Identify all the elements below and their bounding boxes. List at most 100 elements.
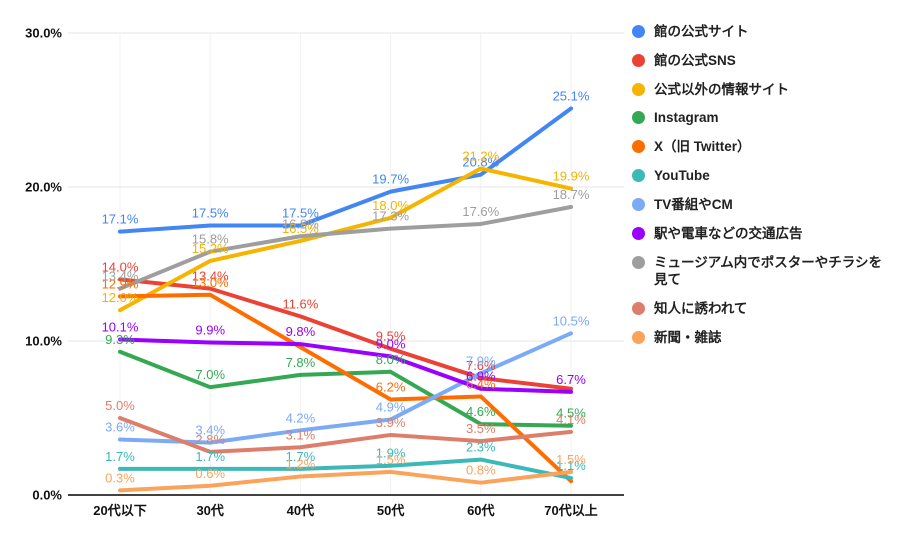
y-axis-tick-label: 20.0% xyxy=(25,180,62,195)
data-label: 16.8% xyxy=(282,216,319,231)
data-label: 1.5% xyxy=(376,452,406,467)
series-line-9 xyxy=(118,416,573,454)
data-label: 1.7% xyxy=(105,449,135,464)
legend-swatch-icon xyxy=(632,25,645,38)
data-label: 3.6% xyxy=(105,420,135,435)
series-line-0 xyxy=(118,106,573,234)
data-label: 12.9% xyxy=(102,276,139,291)
legend-swatch-icon xyxy=(632,111,645,125)
data-label: 11.6% xyxy=(282,296,318,311)
data-label: 6.9% xyxy=(466,369,496,384)
legend-swatch-icon xyxy=(632,197,645,211)
data-label: 17.3% xyxy=(372,209,409,224)
legend-label: Instagram xyxy=(654,110,719,126)
y-axis-tick-label: 10.0% xyxy=(25,334,62,349)
legend-swatch-icon xyxy=(632,302,645,316)
legend-swatch-icon xyxy=(632,169,645,183)
series-line-5 xyxy=(118,457,573,481)
data-label: 15.2% xyxy=(192,241,229,256)
legend-item-10: 新聞・雑誌 xyxy=(632,329,894,347)
data-label: 1.1% xyxy=(556,458,586,473)
data-label: 17.5% xyxy=(192,206,229,221)
legend-item-4: X（旧 Twitter） xyxy=(632,138,894,156)
data-label: 17.5% xyxy=(282,206,319,221)
legend-label: YouTube xyxy=(654,168,710,184)
data-label: 1.2% xyxy=(286,457,316,472)
data-label: 15.8% xyxy=(192,232,229,247)
legend-label: 駅や電車などの交通広告 xyxy=(654,225,803,241)
data-label: 7.9% xyxy=(466,353,496,368)
legend-swatch-icon xyxy=(632,226,645,240)
data-label: 9.0% xyxy=(376,336,406,351)
data-label: 6.7% xyxy=(556,372,586,387)
data-label: 0.3% xyxy=(105,470,135,485)
series-line-2 xyxy=(118,166,573,313)
y-axis-tick-label: 30.0% xyxy=(25,26,62,41)
y-axis-tick-label: 0.0% xyxy=(32,488,62,503)
legend-label: X（旧 Twitter） xyxy=(654,139,751,155)
data-label: 6.2% xyxy=(376,380,406,395)
legend-item-1: 館の公式SNS xyxy=(632,52,894,70)
data-label: 20.8% xyxy=(462,155,499,170)
chart-legend: 館の公式サイト 館の公式SNS 公式以外の情報サイト Instagram X（旧 Twi… xyxy=(632,23,894,347)
data-label: 6.4% xyxy=(466,376,496,391)
data-label: 17.6% xyxy=(462,204,499,219)
data-label: 19.9% xyxy=(553,169,590,184)
legend-item-6: TV番組やCM xyxy=(632,196,894,214)
data-label: 13.0% xyxy=(192,275,229,290)
x-axis-category-label: 60代 xyxy=(467,503,494,518)
data-label: 0.6% xyxy=(195,466,225,481)
data-label: 14.0% xyxy=(102,259,139,274)
data-label: 4.1% xyxy=(556,412,586,427)
data-label: 4.9% xyxy=(376,400,406,415)
legend-swatch-icon xyxy=(632,330,645,344)
data-label: 8.0% xyxy=(376,352,406,367)
data-label: 1.7% xyxy=(286,449,316,464)
data-label: 3.1% xyxy=(286,427,316,442)
data-label: 4.6% xyxy=(466,404,496,419)
legend-swatch-icon xyxy=(632,53,645,67)
series-line-6 xyxy=(118,331,573,445)
data-label: 17.1% xyxy=(102,212,139,227)
data-label: 10.1% xyxy=(102,319,139,334)
data-label: 5.0% xyxy=(105,398,135,413)
data-label: 18.0% xyxy=(372,198,409,213)
data-label: 25.1% xyxy=(553,88,590,103)
data-label: 16.5% xyxy=(282,221,319,236)
legend-item-9: 知人に誘われて xyxy=(632,300,894,318)
data-label: 9.8% xyxy=(286,324,316,339)
legend-item-3: Instagram xyxy=(632,109,894,127)
x-axis-category-label: 40代 xyxy=(287,503,314,518)
series-line-8 xyxy=(118,205,573,291)
data-label: 3.5% xyxy=(466,421,496,436)
legend-label: 公式以外の情報サイト xyxy=(654,81,789,97)
legend-item-8: ミュージアム内でポスターやチラシを見て xyxy=(632,254,894,290)
legend-label: 新聞・雑誌 xyxy=(654,329,722,345)
series-line-1 xyxy=(118,277,573,391)
data-label: 7.0% xyxy=(195,367,225,382)
data-label: 7.8% xyxy=(286,355,316,370)
data-label: 2.3% xyxy=(466,440,496,455)
data-label: 1.7% xyxy=(195,449,225,464)
data-label: 2.8% xyxy=(195,432,225,447)
data-label: 1.5% xyxy=(556,452,586,467)
legend-label: TV番組やCM xyxy=(654,196,733,212)
data-label: 9.9% xyxy=(195,323,225,338)
legend-item-5: YouTube xyxy=(632,167,894,185)
data-label: 21.2% xyxy=(462,149,499,164)
x-axis-category-label: 20代以下 xyxy=(93,503,146,518)
legend-label: ミュージアム内でポスターやチラシを見て xyxy=(654,254,883,288)
x-axis-category-label: 30代 xyxy=(196,503,223,518)
legend-swatch-icon xyxy=(632,255,645,269)
data-label: 7.6% xyxy=(466,358,496,373)
legend-label: 館の公式SNS xyxy=(654,52,736,68)
data-label: 13.4% xyxy=(102,269,139,284)
legend-swatch-icon xyxy=(632,140,645,154)
legend-item-7: 駅や電車などの交通広告 xyxy=(632,225,894,243)
x-axis-category-label: 70代以上 xyxy=(544,503,597,518)
legend-label: 知人に誘われて xyxy=(654,301,748,317)
legend-item-2: 公式以外の情報サイト xyxy=(632,81,894,99)
series-line-7 xyxy=(118,337,573,394)
